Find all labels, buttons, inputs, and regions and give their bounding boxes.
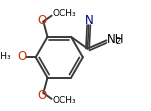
Text: NH: NH [107,33,125,46]
Text: O: O [38,89,47,102]
Text: N: N [85,14,94,27]
Text: O: O [17,50,26,63]
Text: OCH₃: OCH₃ [53,9,76,18]
Text: O: O [38,14,47,27]
Text: 2: 2 [115,37,120,46]
Text: OCH₃: OCH₃ [53,96,76,105]
Text: OCH₃: OCH₃ [0,52,11,61]
